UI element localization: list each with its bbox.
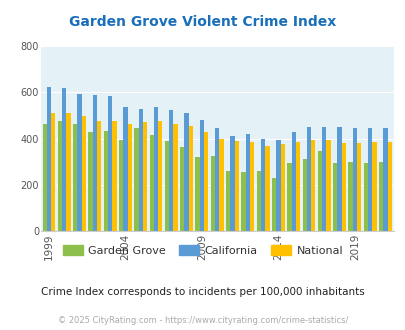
Bar [256,171,260,231]
Bar [306,127,310,231]
Bar [382,128,387,231]
Legend: Garden Grove, California, National: Garden Grove, California, National [58,241,347,260]
Bar [123,108,127,231]
Bar [249,142,254,231]
Bar [332,163,337,231]
Bar [51,113,55,231]
Bar [164,141,169,231]
Bar [195,157,199,231]
Bar [62,88,66,231]
Bar [337,127,341,231]
Bar [108,96,112,231]
Bar [92,95,97,231]
Bar [104,130,108,231]
Bar [127,123,132,231]
Bar [321,127,326,231]
Bar [302,159,306,231]
Bar [295,142,299,231]
Bar [112,121,116,231]
Bar [387,142,391,231]
Bar [371,142,375,231]
Bar [226,171,230,231]
Bar [188,126,192,231]
Text: Garden Grove Violent Crime Index: Garden Grove Violent Crime Index [69,15,336,29]
Bar [219,139,223,231]
Bar [264,146,269,231]
Bar [81,115,86,231]
Bar [367,128,371,231]
Bar [260,139,264,231]
Bar [143,122,147,231]
Bar [326,140,330,231]
Bar [341,143,345,231]
Bar [199,120,204,231]
Bar [234,141,238,231]
Bar [230,136,234,231]
Bar [347,162,352,231]
Bar [310,140,315,231]
Bar [58,121,62,231]
Bar [138,109,143,231]
Text: Crime Index corresponds to incidents per 100,000 inhabitants: Crime Index corresponds to incidents per… [41,287,364,297]
Bar [169,110,173,231]
Bar [153,108,158,231]
Bar [47,86,51,231]
Bar [241,172,245,231]
Bar [97,121,101,231]
Bar [317,151,321,231]
Bar [275,140,280,231]
Bar [286,163,291,231]
Bar [184,113,188,231]
Bar [204,132,208,231]
Bar [291,132,295,231]
Bar [149,135,153,231]
Bar [180,147,184,231]
Text: © 2025 CityRating.com - https://www.cityrating.com/crime-statistics/: © 2025 CityRating.com - https://www.city… [58,315,347,325]
Bar [88,132,92,231]
Bar [352,128,356,231]
Bar [119,140,123,231]
Bar [43,123,47,231]
Bar [134,128,138,231]
Bar [158,121,162,231]
Bar [271,178,275,231]
Bar [356,143,360,231]
Bar [210,156,215,231]
Bar [77,94,81,231]
Bar [73,123,77,231]
Bar [280,145,284,231]
Bar [245,134,249,231]
Bar [378,162,382,231]
Bar [66,113,70,231]
Bar [215,128,219,231]
Bar [363,163,367,231]
Bar [173,123,177,231]
